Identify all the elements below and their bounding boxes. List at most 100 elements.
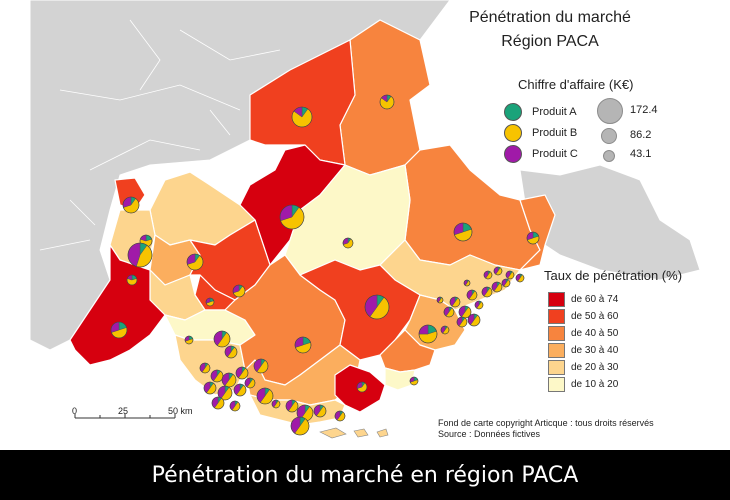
caption-text: Pénétration du marché en région PACA <box>151 462 579 488</box>
islands <box>319 427 389 439</box>
pie-outline <box>493 266 503 276</box>
map-title-line2: Région PACA <box>501 33 599 50</box>
pie-symbols <box>110 94 540 436</box>
scale-bar <box>74 414 176 419</box>
rate-swatch <box>548 292 565 307</box>
pie-outline <box>110 321 128 339</box>
districts <box>69 19 556 426</box>
pie-outline <box>290 416 310 436</box>
legend-product-label: Produit A <box>532 106 577 118</box>
rate-legend-title: Taux de pénétration (%) <box>544 268 683 283</box>
pie-outline <box>379 94 395 110</box>
rate-class-label: de 20 à 30 <box>571 362 619 373</box>
pie-outline <box>127 242 153 268</box>
scale-tick-label: 0 <box>72 406 78 416</box>
size-value: 86.2 <box>630 129 652 141</box>
rate-class: de 20 à 30 <box>548 360 618 375</box>
pie-outline <box>186 253 204 271</box>
pie-outline <box>483 270 493 280</box>
pie-outline <box>213 330 231 348</box>
pie-outline <box>291 106 313 128</box>
pie-outline <box>199 362 211 374</box>
pie-outline <box>491 281 503 293</box>
rate-class: de 40 à 50 <box>548 326 618 341</box>
legend-product-label: Produit B <box>532 127 578 139</box>
legend-product-c: Produit C <box>504 145 578 163</box>
rate-swatch <box>548 360 565 375</box>
legend-product-a: Produit A <box>504 103 577 121</box>
rate-swatch <box>548 309 565 324</box>
pie-outline <box>211 396 225 410</box>
pie-outline <box>436 296 444 304</box>
revenue-legend-title: Chiffre d'affaire (K€) <box>518 77 634 92</box>
pie-outline <box>205 297 215 307</box>
pie-outline <box>224 345 238 359</box>
size-value: 43.1 <box>630 148 652 160</box>
caption-bar: Pénétration du marché en région PACA <box>0 450 730 500</box>
pie-outline <box>184 335 194 345</box>
neighbour-region <box>519 164 701 281</box>
pie-outline <box>463 279 471 287</box>
pie-outline <box>364 294 390 320</box>
copyright-note: Fond de carte copyright Articque : tous … <box>438 418 654 428</box>
pie-outline <box>449 296 461 308</box>
pie-outline <box>235 366 249 380</box>
pie-outline <box>126 274 138 286</box>
pie-outline <box>285 399 299 413</box>
pie-outline <box>334 410 346 422</box>
pie-outline <box>443 306 455 318</box>
source-note: Source : Données fictives <box>438 429 541 439</box>
product-c-swatch <box>504 145 522 163</box>
size-symbol-large <box>597 98 623 124</box>
rate-swatch <box>548 377 565 392</box>
neighbour-borders <box>39 19 281 251</box>
pie-outline <box>229 400 241 412</box>
rate-class-label: de 60 à 74 <box>571 294 619 305</box>
pie-outline <box>481 286 493 298</box>
pie-outline <box>232 284 246 298</box>
pie-outline <box>342 237 354 249</box>
pie-outline <box>467 313 481 327</box>
rate-class-label: de 10 à 20 <box>571 379 619 390</box>
pie-outline <box>313 404 327 418</box>
size-symbol-medium <box>601 128 617 144</box>
scale-tick-label: 25 <box>118 406 129 416</box>
pie-outline <box>466 289 478 301</box>
pie-outline <box>244 377 256 389</box>
pie-outline <box>217 385 233 401</box>
pie-outline <box>474 300 484 310</box>
pie-outline <box>440 325 450 335</box>
rate-swatch <box>548 326 565 341</box>
map-title-line1: Pénétration du marché <box>469 9 631 26</box>
pie-outline <box>122 196 140 214</box>
pie-outline <box>356 381 368 393</box>
legend-product-label: Produit C <box>532 148 578 160</box>
pie-outline <box>279 204 305 230</box>
pie-outline <box>233 383 247 397</box>
product-b-swatch <box>504 124 522 142</box>
scale-tick-label: 50 km <box>168 406 193 416</box>
rate-class-label: de 30 à 40 <box>571 345 619 356</box>
pie-outline <box>453 222 473 242</box>
map-figure: Pénétration du marché Région PACA Chiffr… <box>0 0 730 450</box>
pie-outline <box>409 376 419 386</box>
size-value: 172.4 <box>630 104 658 116</box>
pie-outline <box>294 336 312 354</box>
pie-outline <box>256 387 274 405</box>
pie-outline <box>203 381 217 395</box>
size-symbol-small <box>603 150 615 162</box>
pie-outline <box>505 270 515 280</box>
rate-class-label: de 50 à 60 <box>571 311 619 322</box>
pie-outline <box>501 278 511 288</box>
legend-product-b: Produit B <box>504 124 577 142</box>
pie-outline <box>418 324 438 344</box>
product-a-swatch <box>504 103 522 121</box>
rate-class: de 10 à 20 <box>548 377 618 392</box>
rate-class: de 30 à 40 <box>548 343 618 358</box>
pie-outline <box>253 358 269 374</box>
rate-swatch <box>548 343 565 358</box>
district <box>404 144 541 271</box>
pie-outline <box>515 273 525 283</box>
rate-class: de 60 à 74 <box>548 292 618 307</box>
pie-outline <box>526 231 540 245</box>
